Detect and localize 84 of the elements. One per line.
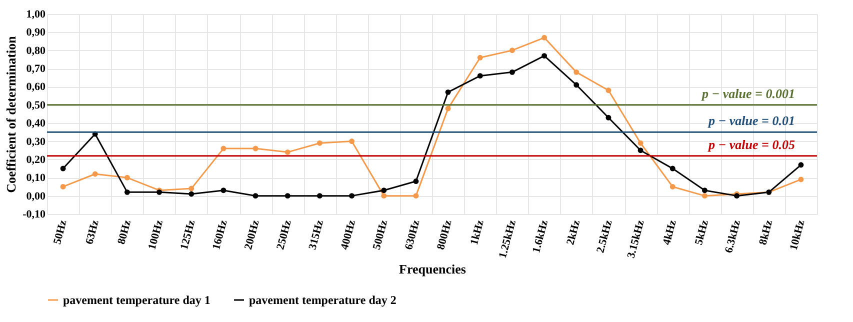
y-tick-label: 0,60: [26, 81, 46, 94]
x-tick-label: 630Hz: [402, 218, 422, 251]
point: [349, 138, 355, 144]
x-tick-label: 3.15kHz: [625, 218, 647, 260]
x-tick-label: 800Hz: [434, 218, 454, 251]
y-tick-label: 0,70: [26, 63, 46, 76]
point: [316, 193, 322, 199]
x-tick-label: 125Hz: [178, 218, 198, 251]
x-tick-label: 2.5kHz: [594, 218, 615, 254]
legend-label: pavement temperature day 1: [63, 293, 210, 307]
point: [188, 191, 194, 197]
y-tick-label: 0,20: [26, 154, 46, 166]
point: [413, 193, 419, 199]
point: [124, 189, 130, 195]
point: [381, 193, 387, 199]
x-tick-label: 400Hz: [338, 218, 358, 251]
point: [638, 148, 644, 154]
annotation: p − value = 0.001: [701, 86, 795, 101]
point: [188, 186, 194, 192]
x-tick-label: 10kHz: [788, 218, 808, 252]
y-tick-label: 0,10: [26, 172, 46, 184]
x-tick-label: 2kHz: [564, 218, 583, 246]
point: [349, 193, 355, 199]
point: [445, 106, 451, 112]
point: [670, 184, 676, 190]
y-tick-label: 0,30: [26, 136, 46, 148]
x-tick-label: 1kHz: [468, 218, 486, 246]
y-tick-label: 1,00: [26, 8, 46, 20]
y-axis-title: Coefficient of determination: [4, 35, 19, 193]
point: [702, 193, 708, 199]
x-tick-label: 80Hz: [116, 218, 134, 246]
annotation: p − value = 0.05: [708, 136, 796, 152]
y-tick-label: 0,80: [26, 44, 46, 57]
y-tick-label: 0,90: [26, 26, 46, 39]
point: [638, 140, 644, 146]
point: [381, 188, 387, 194]
point: [60, 166, 66, 172]
point: [316, 140, 322, 146]
point: [60, 184, 66, 190]
point: [413, 178, 419, 184]
x-tick-label: 6.3kHz: [722, 218, 744, 254]
x-tick-label: 8kHz: [757, 218, 776, 246]
point: [284, 149, 290, 155]
annotation: p − value = 0.01: [708, 113, 795, 128]
point: [574, 82, 580, 88]
x-tick-label: 1.6kHz: [530, 218, 551, 254]
x-tick-label: 4kHz: [660, 218, 679, 246]
x-axis-title: Frequencies: [399, 261, 466, 276]
point: [798, 176, 804, 182]
x-tick-label: 500Hz: [370, 218, 390, 251]
x-tick-label: 5kHz: [692, 218, 712, 246]
x-tick-label: 160Hz: [210, 218, 230, 251]
x-tick-label: 100Hz: [146, 218, 166, 251]
x-tick-label: 63Hz: [84, 218, 102, 246]
point: [124, 174, 130, 180]
point: [445, 89, 451, 95]
x-tick-label: 1.25kHz: [496, 218, 519, 260]
x-tick-label: 315Hz: [306, 218, 326, 251]
point: [509, 69, 515, 75]
x-tick-label: 200Hz: [242, 218, 262, 251]
point: [702, 188, 708, 194]
point: [670, 166, 676, 172]
point: [509, 48, 515, 54]
y-tick-label: -0,10: [22, 208, 46, 220]
point: [477, 54, 483, 60]
y-tick-label: 0,50: [26, 99, 46, 112]
point: [606, 88, 612, 94]
legend-label: pavement temperature day 2: [249, 293, 396, 307]
point: [284, 193, 290, 199]
point: [542, 53, 548, 59]
point: [798, 162, 804, 168]
point: [574, 69, 580, 75]
x-tick-label: 50Hz: [51, 218, 70, 246]
point: [252, 146, 258, 152]
point: [606, 114, 612, 120]
point: [92, 171, 98, 177]
point: [542, 34, 548, 40]
y-tick-label: 0,40: [26, 118, 46, 130]
point: [220, 188, 226, 194]
point: [220, 146, 226, 152]
y-tick-label: 0,00: [26, 190, 46, 202]
point: [252, 193, 258, 199]
x-tick-label: 250Hz: [274, 218, 294, 251]
point: [477, 73, 483, 79]
